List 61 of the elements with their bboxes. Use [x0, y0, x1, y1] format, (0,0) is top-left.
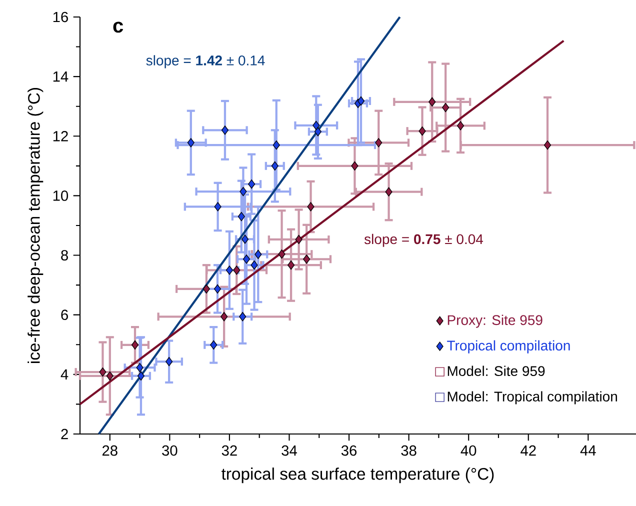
x-tick-label: 38	[401, 445, 416, 456]
point	[210, 340, 218, 350]
point	[418, 126, 426, 136]
x-tick-label: 36	[341, 445, 357, 456]
y-axis-title: ice-free deep-ocean temperature (°C)	[28, 88, 44, 363]
point	[278, 249, 286, 259]
point	[307, 202, 314, 212]
x-axis-title: tropical sea surface temperature (°C)	[222, 468, 494, 484]
point	[239, 312, 246, 322]
point	[312, 120, 320, 130]
annotation: slope = 0.75 ± 0.04	[364, 234, 484, 247]
point	[226, 266, 233, 275]
point	[385, 187, 392, 196]
point	[238, 212, 245, 222]
point	[295, 234, 302, 244]
x-tick-label: 42	[520, 445, 536, 456]
y-tick-label: 12	[53, 131, 68, 142]
point	[272, 140, 280, 150]
point	[428, 97, 436, 106]
point	[456, 121, 464, 130]
point	[314, 127, 322, 136]
point	[136, 362, 144, 372]
point	[166, 357, 173, 366]
point	[442, 102, 450, 112]
annotation: c	[113, 22, 124, 33]
point	[271, 161, 278, 171]
x-tick-label: 32	[222, 445, 237, 456]
y-tick-label: 16	[53, 12, 68, 22]
x-tick-label: 34	[282, 445, 297, 456]
x-tick-label: 30	[162, 445, 178, 456]
legend-label: Model: Site 959	[448, 366, 545, 376]
legend-label: Proxy: Site 959	[448, 314, 542, 328]
point	[131, 340, 139, 350]
point	[248, 179, 256, 189]
point	[303, 254, 310, 264]
x-tick-label: 40	[460, 445, 476, 456]
point	[221, 126, 229, 135]
point	[214, 284, 222, 294]
point	[241, 234, 249, 244]
y-tick-label: 8	[61, 250, 68, 260]
y-tick-label: 4	[60, 369, 68, 380]
point	[106, 371, 114, 381]
point	[187, 138, 194, 148]
point	[544, 140, 552, 150]
point	[99, 367, 106, 377]
point	[250, 260, 258, 270]
point	[220, 312, 228, 322]
y-tick-label: 10	[53, 190, 68, 201]
point	[254, 250, 262, 259]
point	[214, 202, 222, 212]
y-tick-label: 14	[53, 72, 68, 82]
legend-label: Tropical compilation	[447, 340, 570, 354]
point	[351, 161, 358, 171]
annotation: slope = 1.42 ± 0.14	[146, 55, 265, 68]
x-tick-label: 28	[102, 445, 118, 456]
x-tick-label: 44	[580, 445, 596, 456]
point	[242, 254, 250, 264]
y-tick-label: 2	[61, 428, 68, 440]
point	[288, 260, 295, 270]
legend-label: Model: Tropical compilation	[448, 391, 617, 404]
y-tick-label: 6	[61, 310, 68, 320]
